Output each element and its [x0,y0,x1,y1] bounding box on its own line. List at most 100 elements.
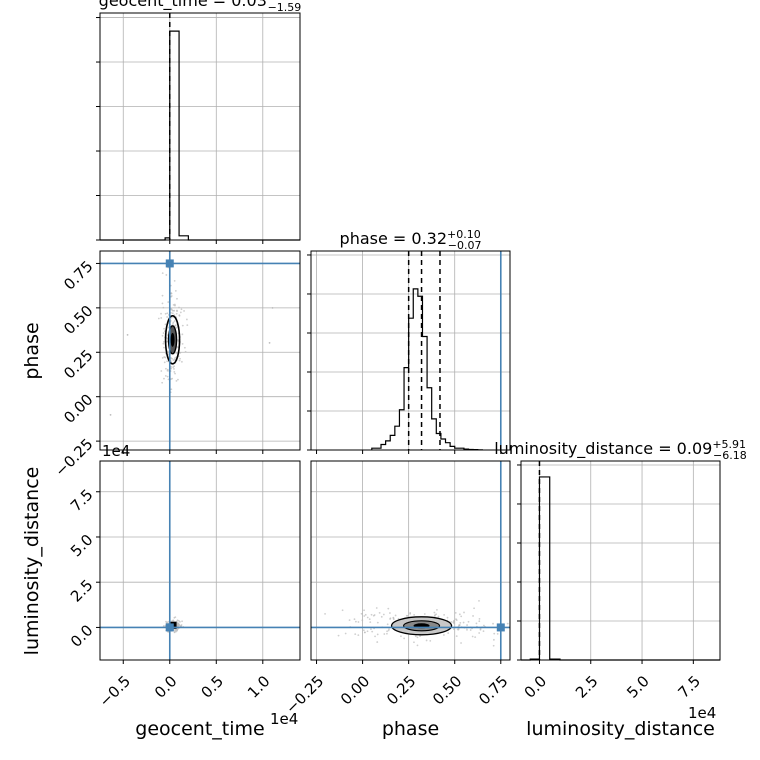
sample-point [361,619,364,622]
frames-layer [96,12,721,664]
sample-point [161,357,164,359]
sample-point [181,333,184,336]
sample-point [181,324,184,327]
sample-point [183,310,185,312]
sample-point [164,312,167,315]
panel-frame [310,250,511,451]
sample-point [162,340,165,343]
sample-point [416,636,419,639]
sample-point [492,644,495,647]
sample-point [167,350,169,353]
sample-point [171,323,174,325]
sample-point [387,629,390,632]
sample-point [388,628,390,631]
sample-point [167,301,170,303]
sample-point [178,314,181,317]
sample-point [181,620,183,623]
contour-outer [164,315,181,365]
sample-point [126,333,129,336]
histogram-geocent_time [100,30,300,241]
sample-point [429,640,432,642]
sample-point [386,630,388,633]
sample-point [165,367,167,370]
y-tick-label: 0.75 [60,257,96,293]
sample-point [164,323,167,326]
sample-point [453,628,455,631]
sample-point [357,634,360,636]
sample-point [400,635,402,638]
sample-point [180,625,183,627]
sample-point [157,317,160,320]
y-axis-label-luminosity-distance: luminosity_distance [21,467,43,656]
sample-point [472,615,474,617]
sample-point [166,375,169,378]
sample-point [450,621,453,623]
panel-frame [99,250,301,451]
sample-point [456,628,459,631]
sample-point [380,615,383,618]
sample-point [370,628,372,631]
sample-point [161,334,164,337]
panel-frame [99,460,301,661]
sample-point [185,318,188,321]
panel-frame [310,460,511,661]
sample-point [413,641,415,644]
histogram-phase [371,288,483,451]
sample-point [161,381,164,384]
title-main: phase = 0.32 [340,229,447,248]
sample-point [162,306,165,309]
samples-phase_vs_luminosity_distance [324,599,509,647]
sample-point [173,367,175,370]
sample-point [162,332,165,334]
sample-point [492,638,495,641]
x-axis-label-luminosity_distance: luminosity_distance [526,718,715,740]
sample-point [355,620,357,623]
marks-layer [100,13,720,661]
sample-point [179,357,181,360]
panel-frame [520,460,721,661]
sample-point [171,312,174,315]
sample-point [162,342,165,345]
sample-point [386,632,388,635]
sample-point [442,634,445,636]
sample-point [483,624,485,627]
sample-point [460,642,462,644]
sample-point [271,306,274,309]
sample-point [344,632,347,635]
sample-point [175,326,178,329]
x-offset-label-geocent: 1e4 [270,710,298,728]
sample-point [475,622,478,625]
sample-point [173,616,176,619]
sample-point [175,352,178,355]
sample-point [409,612,412,615]
sample-point [360,612,363,615]
sample-point [406,614,409,617]
sample-point [173,303,176,306]
sample-point [163,377,165,380]
x-axis-label-geocent_time: geocent_time [135,718,264,740]
sample-point [163,327,165,330]
sample-point [474,636,477,639]
sample-point [437,615,440,618]
sample-point [374,635,376,638]
title-plus: +5.91 [712,438,746,451]
sample-point [173,631,176,634]
sample-point [183,346,186,349]
sample-point [164,356,167,359]
sample-point [459,621,462,624]
sample-point [160,370,163,372]
sample-point [369,621,372,624]
sample-point [413,613,416,616]
sample-point [394,614,397,617]
sample-point [376,633,379,636]
title-plus: +0.10 [447,228,481,241]
y-tick-label: 2.5 [67,576,97,606]
sample-point [414,635,417,638]
sample-point [416,644,419,647]
sample-point [425,639,428,642]
sample-point [178,306,180,309]
sample-point [466,628,468,631]
sample-point [178,620,180,622]
y-tick-label: −0.25 [51,435,96,480]
